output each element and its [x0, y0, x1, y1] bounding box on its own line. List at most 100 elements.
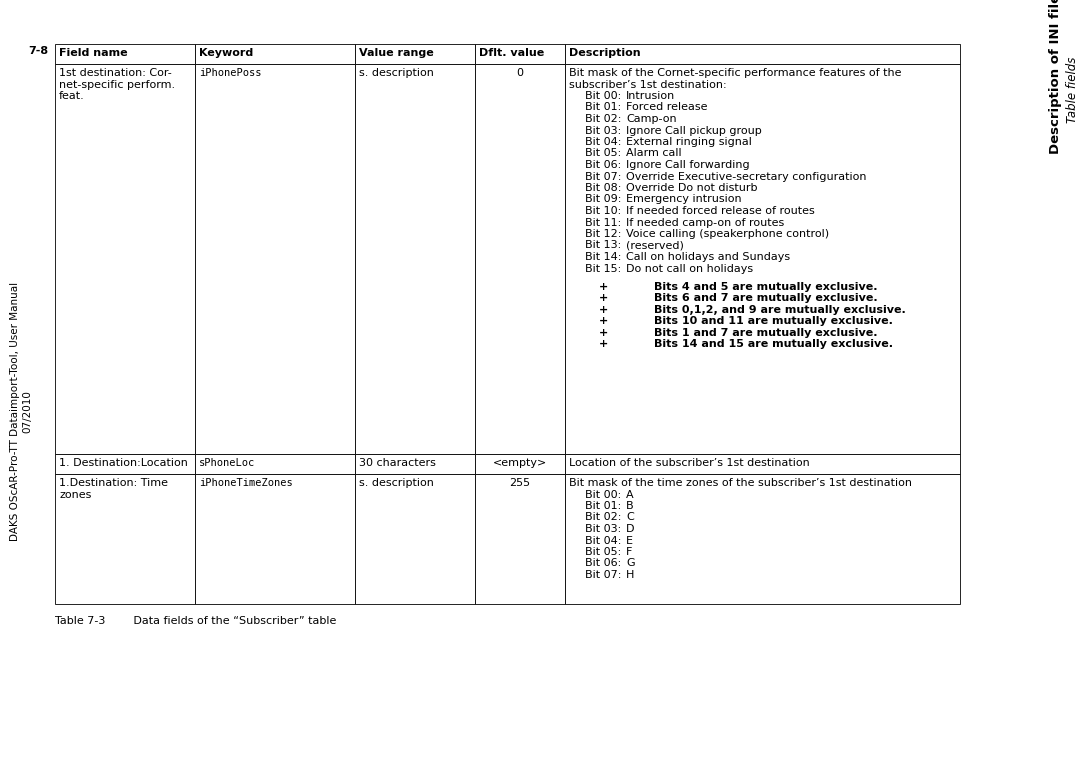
Text: If needed camp-on of routes: If needed camp-on of routes: [626, 217, 784, 227]
Text: sPhoneLoc: sPhoneLoc: [199, 458, 255, 468]
Text: If needed forced release of routes: If needed forced release of routes: [626, 206, 814, 216]
Text: D: D: [626, 524, 635, 534]
Text: Bit 07:: Bit 07:: [585, 570, 621, 580]
Text: (reserved): (reserved): [626, 240, 684, 250]
Text: Field name: Field name: [59, 48, 127, 58]
Text: +: +: [599, 305, 608, 315]
Text: +: +: [599, 294, 608, 304]
Text: Table 7-3        Data fields of the “Subscriber” table: Table 7-3 Data fields of the “Subscriber…: [55, 616, 336, 626]
Text: Bit 12:: Bit 12:: [585, 229, 621, 239]
Text: Override Do not disturb: Override Do not disturb: [626, 183, 757, 193]
Text: +: +: [599, 282, 608, 292]
Text: Bits 10 and 11 are mutually exclusive.: Bits 10 and 11 are mutually exclusive.: [654, 317, 893, 327]
Text: G: G: [626, 559, 635, 568]
Text: Bits 1 and 7 are mutually exclusive.: Bits 1 and 7 are mutually exclusive.: [654, 328, 877, 338]
Bar: [355, 44, 475, 64]
Text: External ringing signal: External ringing signal: [626, 137, 752, 147]
Text: 1.Destination: Time
zones: 1.Destination: Time zones: [59, 478, 168, 500]
Bar: [195, 474, 355, 604]
Text: Keyword: Keyword: [199, 48, 253, 58]
Text: +: +: [599, 317, 608, 327]
Bar: [565, 64, 960, 454]
Text: Camp-on: Camp-on: [626, 114, 677, 124]
Text: Alarm call: Alarm call: [626, 149, 681, 159]
Text: Forced release: Forced release: [626, 102, 707, 112]
Text: subscriber’s 1st destination:: subscriber’s 1st destination:: [569, 79, 727, 89]
Text: Bit 01:: Bit 01:: [585, 102, 621, 112]
Text: Bit mask of the time zones of the subscriber’s 1st destination: Bit mask of the time zones of the subscr…: [569, 478, 912, 488]
Text: DAKS OScAR-Pro-TT Dataimport-Tool, User Manual: DAKS OScAR-Pro-TT Dataimport-Tool, User …: [10, 282, 21, 541]
Text: 0: 0: [516, 68, 524, 78]
Text: s. description: s. description: [359, 478, 434, 488]
Text: Bit 08:: Bit 08:: [585, 183, 621, 193]
Text: +: +: [599, 328, 608, 338]
Text: Bits 0,1,2, and 9 are mutually exclusive.: Bits 0,1,2, and 9 are mutually exclusive…: [654, 305, 906, 315]
Bar: [195, 454, 355, 474]
Text: Override Executive-secretary configuration: Override Executive-secretary configurati…: [626, 172, 866, 182]
Bar: [565, 44, 960, 64]
Bar: [195, 64, 355, 454]
Text: Location of the subscriber’s 1st destination: Location of the subscriber’s 1st destina…: [569, 458, 810, 468]
Bar: [355, 474, 475, 604]
Text: Bit 05:: Bit 05:: [585, 547, 621, 557]
Text: Bit 01:: Bit 01:: [585, 501, 621, 511]
Text: Bit 15:: Bit 15:: [585, 263, 621, 273]
Text: Do not call on holidays: Do not call on holidays: [626, 263, 753, 273]
Text: s. description: s. description: [359, 68, 434, 78]
Text: Bit 09:: Bit 09:: [585, 195, 621, 204]
Text: F: F: [626, 547, 633, 557]
Text: Description of INI files: Description of INI files: [1049, 0, 1062, 154]
Text: Bit 11:: Bit 11:: [585, 217, 621, 227]
Text: 1. Destination:Location: 1. Destination:Location: [59, 458, 188, 468]
Text: 255: 255: [510, 478, 530, 488]
Text: Call on holidays and Sundays: Call on holidays and Sundays: [626, 252, 791, 262]
Bar: [475, 474, 565, 604]
Text: Bit 04:: Bit 04:: [585, 536, 621, 546]
Bar: [55, 44, 195, 64]
Text: Bits 14 and 15 are mutually exclusive.: Bits 14 and 15 are mutually exclusive.: [654, 340, 893, 349]
Text: Bit 03:: Bit 03:: [585, 125, 621, 136]
Text: Dflt. value: Dflt. value: [480, 48, 544, 58]
Bar: [565, 454, 960, 474]
Text: <empty>: <empty>: [492, 458, 548, 468]
Text: Bit 04:: Bit 04:: [585, 137, 621, 147]
Bar: [475, 44, 565, 64]
Bar: [55, 454, 195, 474]
Bar: [475, 454, 565, 474]
Text: B: B: [626, 501, 634, 511]
Text: Bit 00:: Bit 00:: [585, 490, 621, 500]
Text: +: +: [599, 340, 608, 349]
Text: H: H: [626, 570, 634, 580]
Bar: [355, 64, 475, 454]
Text: Ignore Call forwarding: Ignore Call forwarding: [626, 160, 750, 170]
Text: Ignore Call pickup group: Ignore Call pickup group: [626, 125, 761, 136]
Text: E: E: [626, 536, 633, 546]
Text: Description: Description: [569, 48, 640, 58]
Text: A: A: [626, 490, 634, 500]
Text: 7-8: 7-8: [28, 46, 49, 56]
Bar: [55, 474, 195, 604]
Text: Emergency intrusion: Emergency intrusion: [626, 195, 742, 204]
Text: Bit 10:: Bit 10:: [585, 206, 621, 216]
Bar: [355, 454, 475, 474]
Text: Bit 07:: Bit 07:: [585, 172, 621, 182]
Text: 30 characters: 30 characters: [359, 458, 436, 468]
Text: 07/2010: 07/2010: [22, 390, 32, 433]
Text: Intrusion: Intrusion: [626, 91, 675, 101]
Text: Bit 03:: Bit 03:: [585, 524, 621, 534]
Text: Bit 02:: Bit 02:: [585, 513, 621, 523]
Text: Bit 05:: Bit 05:: [585, 149, 621, 159]
Text: Bit mask of the Cornet-specific performance features of the: Bit mask of the Cornet-specific performa…: [569, 68, 902, 78]
Text: Bit 02:: Bit 02:: [585, 114, 621, 124]
Text: iPhoneTimeZones: iPhoneTimeZones: [199, 478, 293, 488]
Bar: [475, 64, 565, 454]
Text: Bits 4 and 5 are mutually exclusive.: Bits 4 and 5 are mutually exclusive.: [654, 282, 877, 292]
Text: 1st destination: Cor-
net-specific perform.
feat.: 1st destination: Cor- net-specific perfo…: [59, 68, 175, 101]
Text: Bit 13:: Bit 13:: [585, 240, 621, 250]
Text: Table fields: Table fields: [1066, 56, 1079, 123]
Bar: [565, 474, 960, 604]
Text: C: C: [626, 513, 634, 523]
Text: Bit 14:: Bit 14:: [585, 252, 621, 262]
Text: Bits 6 and 7 are mutually exclusive.: Bits 6 and 7 are mutually exclusive.: [654, 294, 878, 304]
Bar: [195, 44, 355, 64]
